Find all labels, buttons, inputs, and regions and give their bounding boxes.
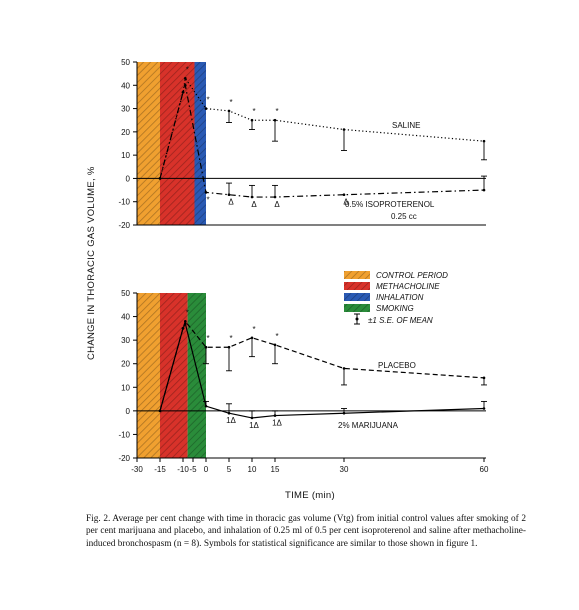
significance-mark: * <box>229 334 232 343</box>
series-annotation: 0.5% ISOPROTERENOL <box>345 200 435 209</box>
band-hatch-1 <box>160 293 188 458</box>
significance-mark: * <box>206 334 209 343</box>
band-hatch-0 <box>137 293 160 458</box>
y-tick-label: -10 <box>118 198 130 207</box>
data-point <box>184 319 187 323</box>
data-point <box>273 414 277 417</box>
data-point <box>184 83 187 87</box>
data-point <box>158 177 162 180</box>
significance-mark: * <box>252 325 255 334</box>
x-tick-label: -10 <box>177 465 189 474</box>
band-hatch-0 <box>137 62 160 225</box>
data-point <box>227 109 231 113</box>
significance-mark: Δ <box>274 200 280 209</box>
significance-mark: * <box>229 98 232 107</box>
y-tick-label: 10 <box>121 383 130 392</box>
significance-mark: * <box>186 65 189 74</box>
significance-mark: 1Δ <box>272 419 282 428</box>
data-point <box>204 404 208 408</box>
y-tick-label: -10 <box>118 430 130 439</box>
legend-label: SMOKING <box>376 304 414 313</box>
data-point <box>184 322 187 325</box>
y-tick-label: 0 <box>126 407 131 416</box>
legend-label: METHACHOLINE <box>376 282 440 291</box>
significance-mark: * <box>275 332 278 341</box>
significance-mark: * <box>275 107 278 116</box>
data-point <box>342 193 346 197</box>
y-tick-label: 20 <box>121 128 130 137</box>
x-tick-label: 30 <box>340 465 349 474</box>
y-tick-label: -20 <box>118 454 130 463</box>
significance-mark: Δ <box>251 200 257 209</box>
significance-mark: * <box>206 96 209 105</box>
x-tick-label: -5 <box>189 465 197 474</box>
legend-swatch-hatch <box>344 304 370 312</box>
series-annotation: PLACEBO <box>378 361 416 370</box>
y-tick-label: 0 <box>126 174 131 183</box>
data-point <box>204 191 208 194</box>
panel-top: 50 40 30 20 10 0 -10 -20 * * * * * * Δ Δ Δ Δ <box>118 58 487 230</box>
significance-mark: * <box>252 107 255 116</box>
significance-mark: 1Δ <box>226 416 236 425</box>
data-point <box>181 90 185 94</box>
legend-label: CONTROL PERIOD <box>376 271 448 280</box>
x-tick-label: 5 <box>227 465 232 474</box>
data-point <box>250 416 254 420</box>
data-point <box>250 118 254 122</box>
band-hatch-1 <box>160 62 195 225</box>
band-hatch-2 <box>194 62 206 225</box>
y-tick-label: 50 <box>121 58 130 67</box>
series-line-0 <box>159 76 485 179</box>
x-tick-label: -15 <box>154 465 166 474</box>
x-tick-label: 0 <box>204 465 209 474</box>
y-tick-label: 30 <box>121 336 130 345</box>
x-tick-label: 15 <box>271 465 280 474</box>
x-axis-label: TIME (min) <box>285 490 335 501</box>
significance-mark: Δ <box>228 198 234 207</box>
y-tick-label: 30 <box>121 105 130 114</box>
significance-mark: Δ <box>343 198 349 207</box>
data-point <box>273 118 277 122</box>
x-tick-label: 10 <box>248 465 257 474</box>
figure-caption: Fig. 2. Average per cent change with tim… <box>86 514 526 549</box>
legend-swatch-hatch <box>344 293 370 301</box>
legend: CONTROL PERIOD METHACHOLINE INHALATION SMOK… <box>344 271 448 325</box>
x-tick-label: 60 <box>480 465 489 474</box>
significance-mark: * <box>206 195 209 204</box>
series-line-1 <box>159 82 485 198</box>
x-tick-label: -30 <box>131 465 143 474</box>
legend-swatch-hatch <box>344 282 370 290</box>
y-axis-label: CHANGE IN THORACIC GAS VOLUME, % <box>86 166 97 360</box>
data-point <box>204 107 208 110</box>
significance-mark: 1Δ <box>249 421 259 430</box>
legend-label: INHALATION <box>376 293 424 302</box>
significance-mark: * <box>186 308 189 317</box>
legend-sem-point <box>355 317 359 321</box>
band-hatch-2 <box>187 293 206 458</box>
series-annotation: SALINE <box>392 121 420 130</box>
data-point <box>158 409 162 413</box>
y-tick-label: 40 <box>121 313 130 322</box>
y-tick-label: -20 <box>118 221 130 230</box>
legend-sem-label: ±1 S.E. OF MEAN <box>368 316 433 325</box>
data-point <box>181 327 185 330</box>
data-point <box>184 77 187 80</box>
series-annotation: 0.25 cc <box>391 212 417 221</box>
series-annotation: 2% MARIJUANA <box>338 421 399 430</box>
y-tick-label: 50 <box>121 289 130 298</box>
y-tick-label: 10 <box>121 151 130 160</box>
legend-swatch-hatch <box>344 271 370 279</box>
y-tick-label: 20 <box>121 360 130 369</box>
y-tick-label: 40 <box>121 81 130 90</box>
